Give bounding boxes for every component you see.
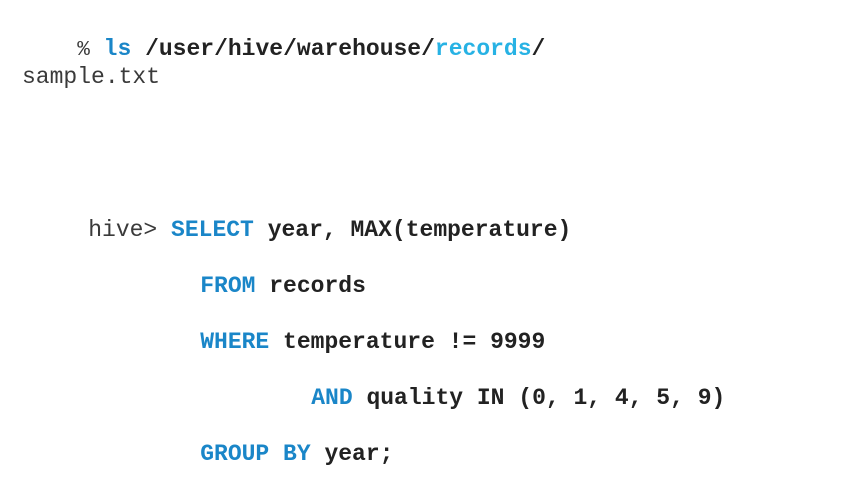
path-highlight: records <box>434 36 532 62</box>
shell-output: sample.txt <box>22 64 161 90</box>
hive-line-group-by: GROUP BY year; <box>145 412 393 467</box>
shell-prompt: % <box>77 39 90 62</box>
sql-text: temperature != 9999 <box>283 329 546 355</box>
shell-command-line: % ls /user/hive/warehouse/records/ <box>22 7 545 62</box>
hive-line-where: WHERE temperature != 9999 <box>145 300 545 355</box>
sql-text: year; <box>324 441 394 467</box>
hive-line-from: FROM records <box>145 244 366 299</box>
hive-line-select: hive> SELECT year, MAX(temperature) <box>33 188 571 243</box>
sql-keyword: FROM <box>200 273 256 299</box>
sql-keyword: AND <box>311 385 353 411</box>
sql-keyword: WHERE <box>200 329 270 355</box>
sql-text: quality IN (0, 1, 4, 5, 9) <box>366 385 726 411</box>
sql-text: records <box>269 273 366 299</box>
path-prefix: /user/hive/warehouse/ <box>145 36 435 62</box>
sql-keyword: GROUP BY <box>200 441 311 467</box>
path-suffix: / <box>531 36 546 62</box>
hive-line-and: AND quality IN (0, 1, 4, 5, 9) <box>256 356 725 411</box>
terminal-window: % ls /user/hive/warehouse/records/ sampl… <box>22 7 725 467</box>
hive-prompt: hive> <box>88 217 158 243</box>
sql-keyword: SELECT <box>171 217 254 243</box>
sql-text: year, MAX(temperature) <box>267 217 572 243</box>
shell-command: ls <box>103 36 132 62</box>
